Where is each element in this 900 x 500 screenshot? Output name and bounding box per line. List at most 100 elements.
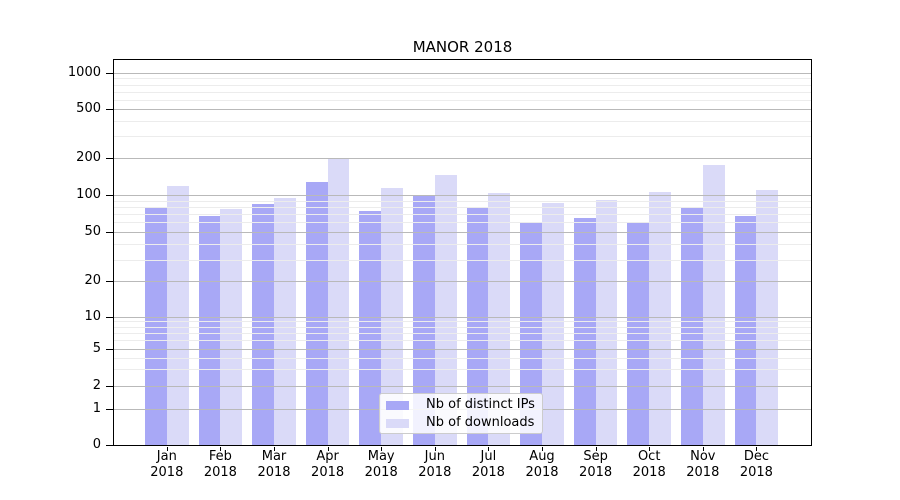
y-tick-label: 20 [84,273,101,289]
bar-downloads [274,197,296,445]
minor-gridline [114,326,811,328]
major-gridline [114,385,811,387]
x-tick-month: Jul [480,449,497,464]
y-tick-mark [106,232,114,233]
bar-downloads [649,192,671,445]
x-tick-year: 2018 [525,465,559,480]
x-tick-month: May [367,449,395,464]
x-tick-month: Feb [208,449,232,464]
y-tick-mark [106,195,114,197]
major-gridline [114,348,811,350]
x-tick-year: 2018 [579,465,613,480]
bar-distinct-ips [573,218,596,445]
minor-gridline [114,78,811,80]
major-gridline [114,195,811,197]
x-tick-month: Mar [261,449,287,464]
y-tick-mark [106,385,114,387]
minor-gridline [114,200,811,202]
y-tick-label: 100 [76,187,101,203]
y-tick-label: 200 [76,149,101,165]
y-tick-mark [106,157,114,159]
x-tick-label: Mar 2018 [246,449,302,481]
minor-gridline [114,136,811,138]
x-tick-label: Nov 2018 [675,449,731,481]
bar-downloads [702,165,725,445]
legend: Nb of distinct IPs Nb of downloads [379,393,543,434]
minor-gridline [114,340,811,342]
y-tick-mark [106,281,114,283]
x-tick-year: 2018 [686,465,720,480]
bar-downloads [434,175,457,445]
bar-downloads [542,203,564,445]
x-tick-mark [595,446,597,451]
x-tick-year: 2018 [311,465,345,480]
major-gridline [114,281,811,283]
x-tick-label: Jan 2018 [139,449,195,481]
x-tick-mark [274,446,275,451]
y-tick-mark [106,109,114,111]
x-tick-month: Sep [583,449,608,464]
x-tick-label: Dec 2018 [728,449,784,481]
y-tick-label: 50 [84,224,101,239]
minor-gridline [114,99,811,101]
minor-gridline [114,214,811,216]
x-tick-year: 2018 [471,465,505,480]
x-tick-label: Sep 2018 [568,449,624,481]
x-tick-label: Feb 2018 [192,449,248,481]
bar-distinct-ips [252,203,274,445]
bar-distinct-ips [681,206,703,445]
y-tick-label: 1 [92,401,101,417]
x-tick-year: 2018 [364,465,398,480]
y-tick-mark [106,316,114,318]
x-tick-mark [220,446,222,451]
y-tick-label: 0 [92,437,101,452]
x-tick-month: Apr [316,449,339,464]
x-tick-mark [327,446,329,451]
bar-downloads [756,190,779,445]
x-tick-mark [649,446,651,451]
minor-gridline [114,91,811,93]
x-tick-month: Aug [529,449,555,464]
x-tick-label: May 2018 [353,449,409,481]
minor-gridline [114,121,811,123]
minor-gridline [114,207,811,209]
legend-item-downloads: Nb of downloads [380,414,542,432]
x-tick-year: 2018 [203,465,237,480]
bar-distinct-ips [413,196,435,445]
x-tick-year: 2018 [257,465,291,480]
minor-gridline [114,84,811,86]
y-tick-label: 2 [92,377,101,393]
x-tick-month: Oct [637,449,661,464]
legend-label-downloads: Nb of downloads [426,415,535,430]
legend-swatch-distinct-ips [386,400,409,410]
bar-distinct-ips [734,215,757,445]
x-tick-mark [381,446,383,451]
major-gridline [114,72,811,74]
minor-gridline [114,222,811,224]
minor-gridline [114,321,811,323]
minor-gridline [114,259,811,261]
x-tick-month: Jan [156,449,177,464]
legend-item-distinct-ips: Nb of distinct IPs [380,396,542,414]
x-tick-label: Jul 2018 [460,449,516,481]
bar-distinct-ips [198,215,221,445]
x-tick-label: Aug 2018 [514,449,570,481]
y-tick-mark [106,445,114,446]
minor-gridline [114,369,811,371]
x-tick-label: Oct 2018 [621,449,677,481]
minor-gridline [114,244,811,246]
major-gridline [114,316,811,318]
x-tick-mark [434,446,436,451]
bar-downloads [488,193,511,445]
x-tick-month: Nov [690,449,716,464]
y-tick-mark [106,409,114,411]
minor-gridline [114,357,811,359]
x-tick-year: 2018 [418,465,452,480]
x-tick-month: Dec [743,449,769,464]
y-tick-mark [106,72,114,74]
chart-title: MANOR 2018 [412,38,513,56]
y-tick-label: 10 [84,308,101,324]
y-tick-mark [106,348,114,350]
major-gridline [114,157,811,159]
